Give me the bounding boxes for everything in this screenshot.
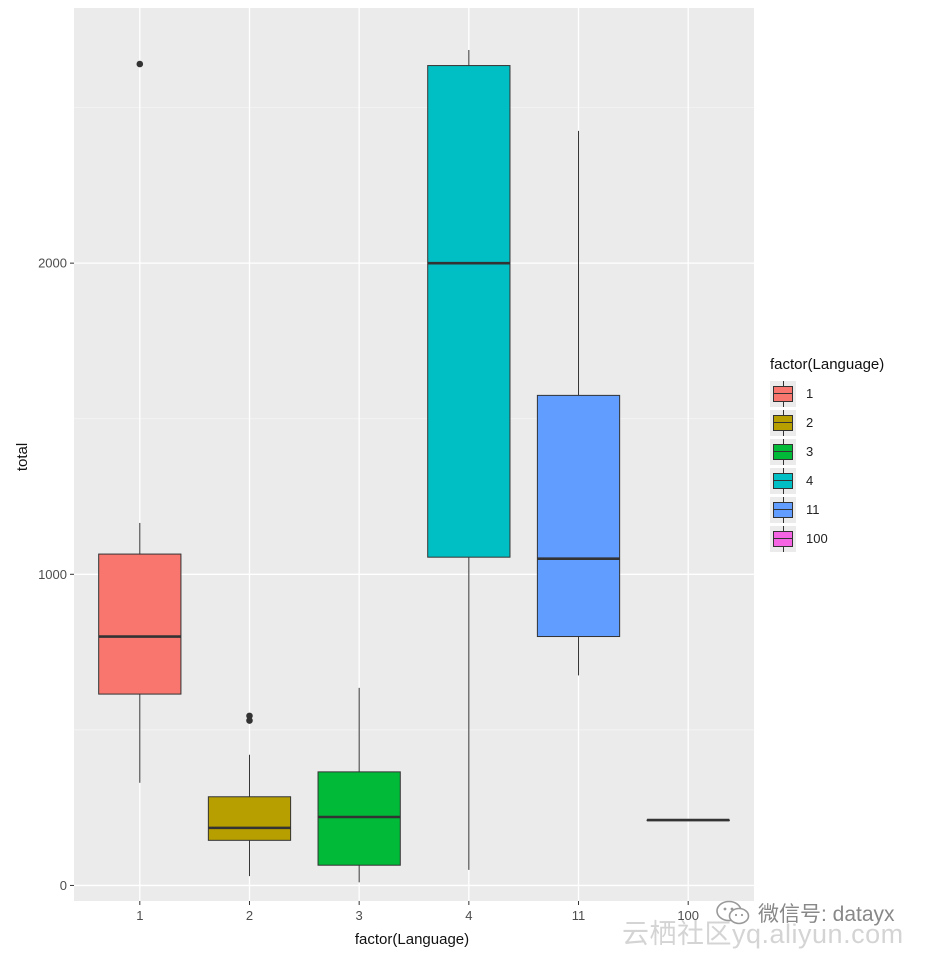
legend-item: 100 <box>770 524 884 553</box>
outlier-point <box>246 717 253 724</box>
legend-key-median <box>773 450 793 452</box>
plot-panel <box>74 8 754 901</box>
x-axis: 1 2 3 4 11 100 <box>136 901 699 923</box>
box-iqr <box>427 65 511 558</box>
legend-item: 2 <box>770 408 884 437</box>
legend-label: 3 <box>806 444 814 459</box>
legend-item: 11 <box>770 495 884 524</box>
boxes-layer <box>98 50 730 883</box>
box-11 <box>536 130 621 676</box>
legend-key-median <box>773 537 793 539</box>
y-tick-label: 0 <box>60 878 67 893</box>
x-tick-label: 4 <box>465 908 472 923</box>
legend-key-median <box>773 508 793 510</box>
legend-key <box>770 409 796 436</box>
x-tick-label: 3 <box>356 908 363 923</box>
wechat-icon <box>716 900 750 925</box>
legend-key-median <box>773 479 793 481</box>
legend-item: 1 <box>770 379 884 408</box>
x-axis-title: factor(Language) <box>355 931 469 948</box>
x-tick-label: 1 <box>136 908 143 923</box>
watermark-text: 微信号: datayx <box>758 903 895 926</box>
legend-title: factor(Language) <box>770 356 885 373</box>
legend-label: 100 <box>806 531 828 546</box>
watermark: 微信号: datayx <box>716 898 895 928</box>
legend-item: 4 <box>770 466 884 495</box>
box-iqr <box>207 796 292 841</box>
x-tick-label: 11 <box>572 908 586 923</box>
outlier-point <box>246 712 253 720</box>
box-iqr <box>98 553 182 695</box>
y-axis: 0 1000 2000 <box>38 256 74 893</box>
legend-label: 2 <box>806 415 814 430</box>
minor-grid <box>74 107 754 731</box>
legend-key <box>770 525 796 552</box>
box-2 <box>207 712 292 877</box>
x-tick-label: 2 <box>246 908 253 923</box>
box-100 <box>646 818 730 822</box>
legend-key <box>770 467 796 494</box>
box-1 <box>98 60 182 783</box>
y-tick-label: 2000 <box>38 256 67 271</box>
legend-key <box>770 496 796 523</box>
legend-key <box>770 438 796 465</box>
box-iqr <box>317 771 401 866</box>
x-tick-label: 100 <box>677 908 699 923</box>
watermark-site: 云栖社区yq.aliyun.com <box>622 919 904 949</box>
legend: factor(Language) 1 2 3 4 11 100 <box>770 356 884 553</box>
box-3 <box>317 687 401 883</box>
y-tick-label: 1000 <box>38 567 67 582</box>
y-axis-title: total <box>14 443 31 471</box>
box-iqr <box>536 394 621 638</box>
legend-items: 1 2 3 4 11 100 <box>770 379 884 553</box>
box-4 <box>427 50 511 870</box>
legend-key-median <box>773 392 793 394</box>
legend-item: 3 <box>770 437 884 466</box>
legend-key-median <box>773 421 793 423</box>
legend-label: 4 <box>806 473 814 488</box>
legend-label: 1 <box>806 386 814 401</box>
outlier-point <box>136 60 144 68</box>
legend-key <box>770 380 796 407</box>
legend-label: 11 <box>806 502 820 517</box>
